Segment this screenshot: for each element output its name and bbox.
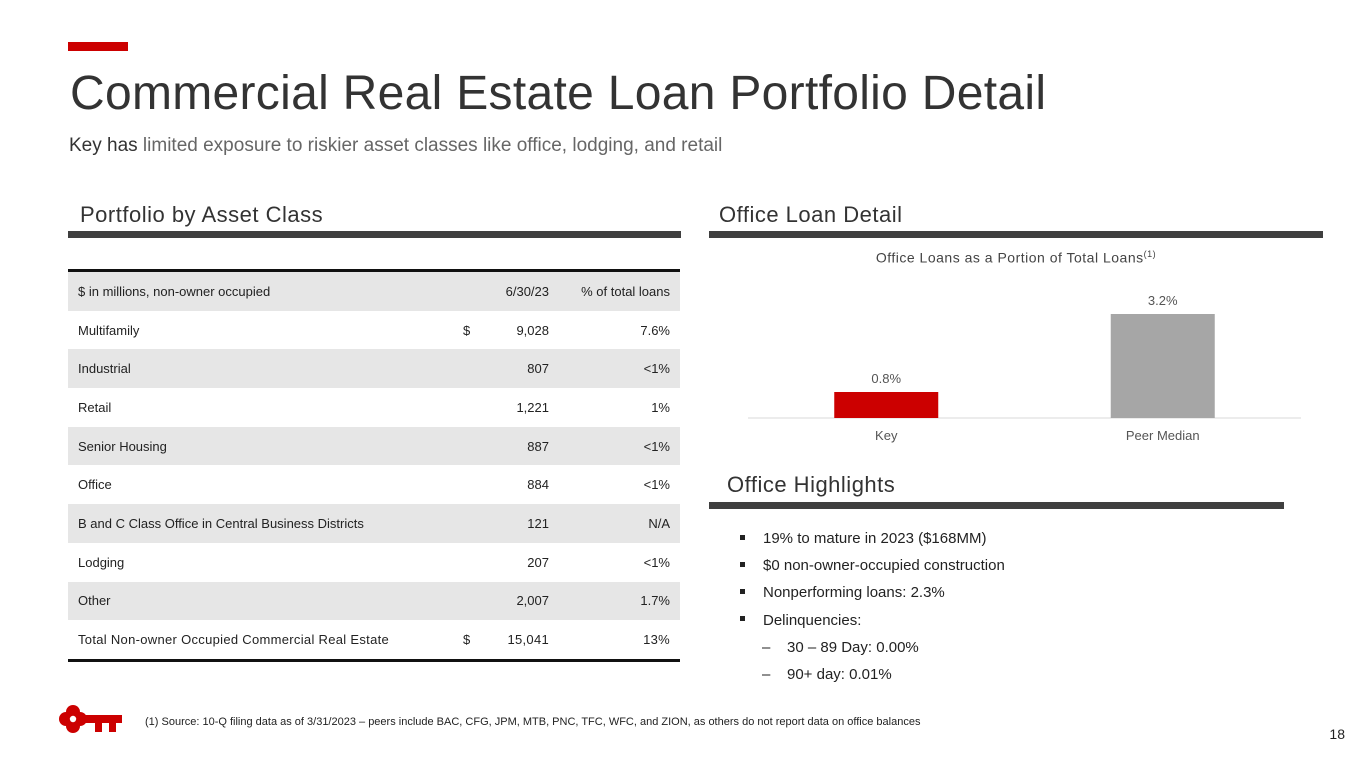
office-detail-heading-rule xyxy=(709,231,1323,238)
row-label: Office xyxy=(78,477,112,493)
row-label: Retail xyxy=(78,399,112,415)
highlight-text: 19% to mature in 2023 ($168MM) xyxy=(763,530,987,547)
row-pct: 7.6% xyxy=(640,322,670,338)
row-value: 2,007 xyxy=(516,593,549,609)
row-label: Lodging xyxy=(78,554,125,570)
bullet-marker xyxy=(740,588,745,594)
subtitle-lead: Key has xyxy=(69,135,138,156)
category-tick-label: Peer Median xyxy=(1126,428,1200,443)
row-value: 884 xyxy=(527,477,549,493)
table-row: Other 2,007 1.7% xyxy=(68,581,680,621)
chart-title: Office Loans as a Portion of Total Loans… xyxy=(709,249,1323,266)
row-value: 887 xyxy=(527,438,549,454)
row-pct: <1% xyxy=(643,477,670,493)
highlights-heading: Office Highlights xyxy=(727,472,896,497)
table-total-row: Total Non-owner Occupied Commercial Real… xyxy=(68,620,680,659)
page-subtitle: Key has limited exposure to riskier asse… xyxy=(69,135,722,157)
column-header-label: $ in millions, non-owner occupied xyxy=(78,283,271,299)
dash-marker: – xyxy=(762,665,771,683)
portfolio-heading: Portfolio by Asset Class xyxy=(80,202,324,227)
table-row: Senior Housing 887 <1% xyxy=(68,426,680,466)
bullet-marker xyxy=(740,616,745,622)
row-dollar: $ xyxy=(463,322,471,338)
subtitle-rest: limited exposure to riskier asset classe… xyxy=(137,135,723,156)
table-row: Retail 1,221 1% xyxy=(68,388,680,427)
row-value: 1,221 xyxy=(516,399,549,415)
footnote: (1) Source: 10-Q filing data as of 3/31/… xyxy=(145,716,921,728)
row-pct: <1% xyxy=(643,361,670,377)
column-header-pct: % of total loans xyxy=(581,283,670,299)
highlight-item: 19% to mature in 2023 ($168MM) xyxy=(740,528,1005,555)
total-dollar: $ xyxy=(463,632,471,648)
bullet-marker xyxy=(740,561,745,567)
row-label: Senior Housing xyxy=(78,438,167,454)
table-body: Multifamily $9,028 7.6% Industrial 807 <1% Ret… xyxy=(68,311,680,621)
dash-marker: – xyxy=(762,638,771,656)
chart-title-footnote-ref: (1) xyxy=(1143,249,1157,259)
bullet-marker xyxy=(740,534,745,540)
column-header-date: 6/30/23 xyxy=(505,283,549,299)
bar-peer-median xyxy=(1110,314,1215,418)
row-pct: <1% xyxy=(643,438,670,454)
highlight-item: Delinquencies: xyxy=(740,610,1005,637)
highlight-text: $0 non-owner-occupied construction xyxy=(763,557,1005,575)
portfolio-heading-rule xyxy=(68,231,681,238)
table-header-row: $ in millions, non-owner occupied 6/30/2… xyxy=(68,272,680,311)
highlight-text: Nonperforming loans: 2.3% xyxy=(763,584,945,602)
row-pct: N/A xyxy=(648,515,670,531)
table-row: Multifamily $9,028 7.6% xyxy=(68,311,680,350)
total-pct: 13% xyxy=(643,632,670,648)
bar-value-label: 3.2% xyxy=(1148,293,1178,308)
bar-key xyxy=(834,392,939,418)
highlight-text: 90+ day: 0.01% xyxy=(787,665,892,683)
row-value: 807 xyxy=(527,361,549,377)
row-label: Industrial xyxy=(78,361,131,377)
portfolio-table: $ in millions, non-owner occupied 6/30/2… xyxy=(68,269,680,662)
highlight-item: Nonperforming loans: 2.3% xyxy=(740,582,1005,609)
office-loans-bar-chart: 0.8% Key 3.2% Peer Median xyxy=(748,293,1301,443)
total-label: Total Non-owner Occupied Commercial Real… xyxy=(78,632,390,648)
page-title: Commercial Real Estate Loan Portfolio De… xyxy=(70,67,1047,120)
table-row: Office 884 <1% xyxy=(68,465,680,504)
table-row: B and C Class Office in Central Business… xyxy=(68,504,680,543)
highlight-text: 30 – 89 Day: 0.00% xyxy=(787,638,919,656)
key-logo-icon xyxy=(59,705,122,733)
highlight-item: –90+ day: 0.01% xyxy=(740,664,1005,691)
row-label: Multifamily xyxy=(78,322,140,338)
highlight-item: –30 – 89 Day: 0.00% xyxy=(740,637,1005,664)
highlights-heading-rule xyxy=(709,502,1284,509)
category-tick-label: Key xyxy=(875,428,898,443)
row-pct: 1% xyxy=(651,399,670,415)
page-number: 18 xyxy=(1329,726,1345,742)
row-value: 207 xyxy=(527,554,549,570)
highlight-item: $0 non-owner-occupied construction xyxy=(740,555,1005,582)
row-pct: <1% xyxy=(643,554,670,570)
table-row: Industrial 807 <1% xyxy=(68,349,680,389)
title-accent-bar xyxy=(68,42,128,51)
row-label: Other xyxy=(78,593,111,609)
row-value: 121 xyxy=(527,515,549,531)
highlights-list: 19% to mature in 2023 ($168MM) $0 non-own… xyxy=(740,528,1005,691)
chart-title-text: Office Loans as a Portion of Total Loans xyxy=(875,249,1144,266)
row-pct: 1.7% xyxy=(640,593,670,609)
total-value: 15,041 xyxy=(507,632,549,648)
bar-value-label: 0.8% xyxy=(871,371,901,386)
row-label: B and C Class Office in Central Business… xyxy=(78,515,364,531)
table-row: Lodging 207 <1% xyxy=(68,543,680,582)
highlight-text: Delinquencies: xyxy=(763,611,862,629)
row-value: 9,028 xyxy=(516,322,549,338)
office-detail-heading: Office Loan Detail xyxy=(719,202,903,227)
